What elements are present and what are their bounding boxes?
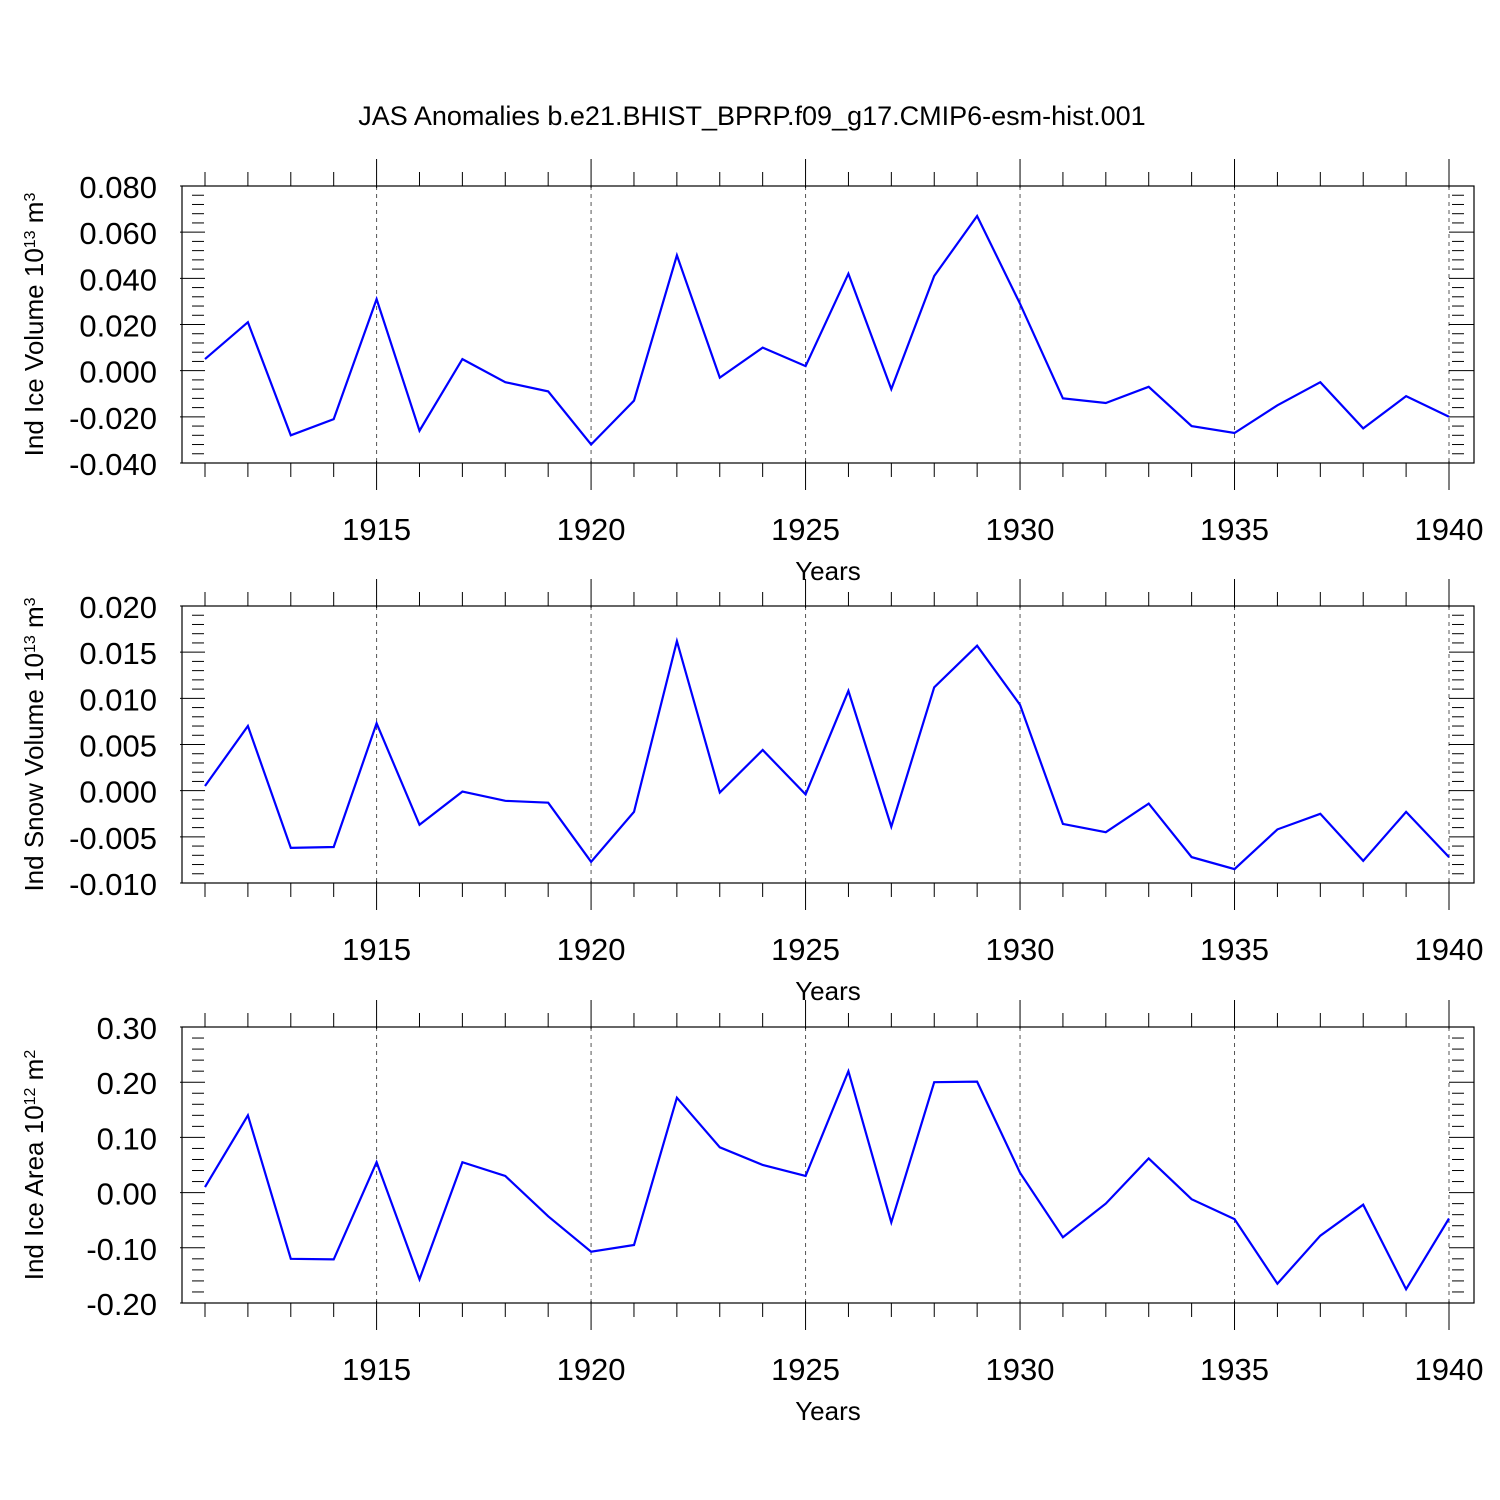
x-tick-label: 1915 xyxy=(342,1352,411,1387)
y-tick-label: -0.10 xyxy=(86,1232,157,1267)
y-axis-label: Ind Ice Area 1012 m2 xyxy=(19,1050,49,1281)
y-tick-label: -0.020 xyxy=(69,401,157,436)
y-tick-label: 0.20 xyxy=(97,1066,157,1101)
x-tick-label: 1915 xyxy=(342,512,411,547)
panel-ice-volume: 1915 1920 1925 1930 1935 1940 0.080 0.060 0.040 0… xyxy=(19,159,1483,586)
x-tick-label: 1930 xyxy=(986,512,1055,547)
y-tick-label: 0.10 xyxy=(97,1121,157,1156)
plot-frame xyxy=(181,185,1475,464)
y-tick-label: 0.015 xyxy=(79,636,157,671)
y-tick-label: 0.020 xyxy=(79,309,157,344)
x-tick-label: 1920 xyxy=(557,512,626,547)
y-tick-label: 0.040 xyxy=(79,262,157,297)
y-tick-label: -0.005 xyxy=(69,821,157,856)
y-tick-label: 0.060 xyxy=(79,216,157,251)
series-line xyxy=(204,636,1450,871)
x-tick-label: 1920 xyxy=(557,1352,626,1387)
x-axis-label: Years xyxy=(795,976,861,1006)
x-tick-label: 1925 xyxy=(771,1352,840,1387)
series-line xyxy=(204,1067,1450,1292)
x-tick-label: 1925 xyxy=(771,932,840,967)
y-tick-label: 0.080 xyxy=(79,170,157,205)
y-tick-label: -0.010 xyxy=(69,867,157,902)
plot-frame xyxy=(181,605,1475,884)
x-tick-label: 1930 xyxy=(986,1352,1055,1387)
y-axis-label: Ind Snow Volume 1013 m3 xyxy=(19,597,49,891)
y-tick-label: 0.00 xyxy=(97,1177,157,1212)
y-tick-label: 0.30 xyxy=(97,1011,157,1046)
panel-ice-area: 1915 1920 1925 1930 1935 1940 0.30 0.20 0.10 0.00… xyxy=(19,1000,1483,1426)
x-tick-label: 1940 xyxy=(1415,512,1484,547)
panel-snow-volume: 1915 1920 1925 1930 1935 1940 0.020 0.015 0.010 0… xyxy=(19,579,1483,1006)
y-tick-label: 0.020 xyxy=(79,590,157,625)
y-tick-label: 0.000 xyxy=(79,355,157,390)
x-tick-label: 1940 xyxy=(1415,932,1484,967)
plot-frame xyxy=(181,1026,1475,1304)
x-tick-label: 1935 xyxy=(1200,932,1269,967)
x-axis-label: Years xyxy=(795,556,861,586)
figure-title: JAS Anomalies b.e21.BHIST_BPRP.f09_g17.C… xyxy=(358,101,1145,131)
y-axis-label: Ind Ice Volume 1013 m3 xyxy=(19,193,49,457)
series-line xyxy=(204,213,1450,447)
y-tick-label: 0.010 xyxy=(79,682,157,717)
x-tick-label: 1935 xyxy=(1200,512,1269,547)
x-tick-label: 1940 xyxy=(1415,1352,1484,1387)
y-tick-label: -0.20 xyxy=(86,1287,157,1322)
x-tick-label: 1935 xyxy=(1200,1352,1269,1387)
x-tick-label: 1930 xyxy=(986,932,1055,967)
x-axis-label: Years xyxy=(795,1396,861,1426)
x-tick-label: 1915 xyxy=(342,932,411,967)
x-tick-label: 1925 xyxy=(771,512,840,547)
y-tick-label: -0.040 xyxy=(69,447,157,482)
y-tick-label: 0.000 xyxy=(79,775,157,810)
x-tick-label: 1920 xyxy=(557,932,626,967)
y-tick-label: 0.005 xyxy=(79,729,157,764)
